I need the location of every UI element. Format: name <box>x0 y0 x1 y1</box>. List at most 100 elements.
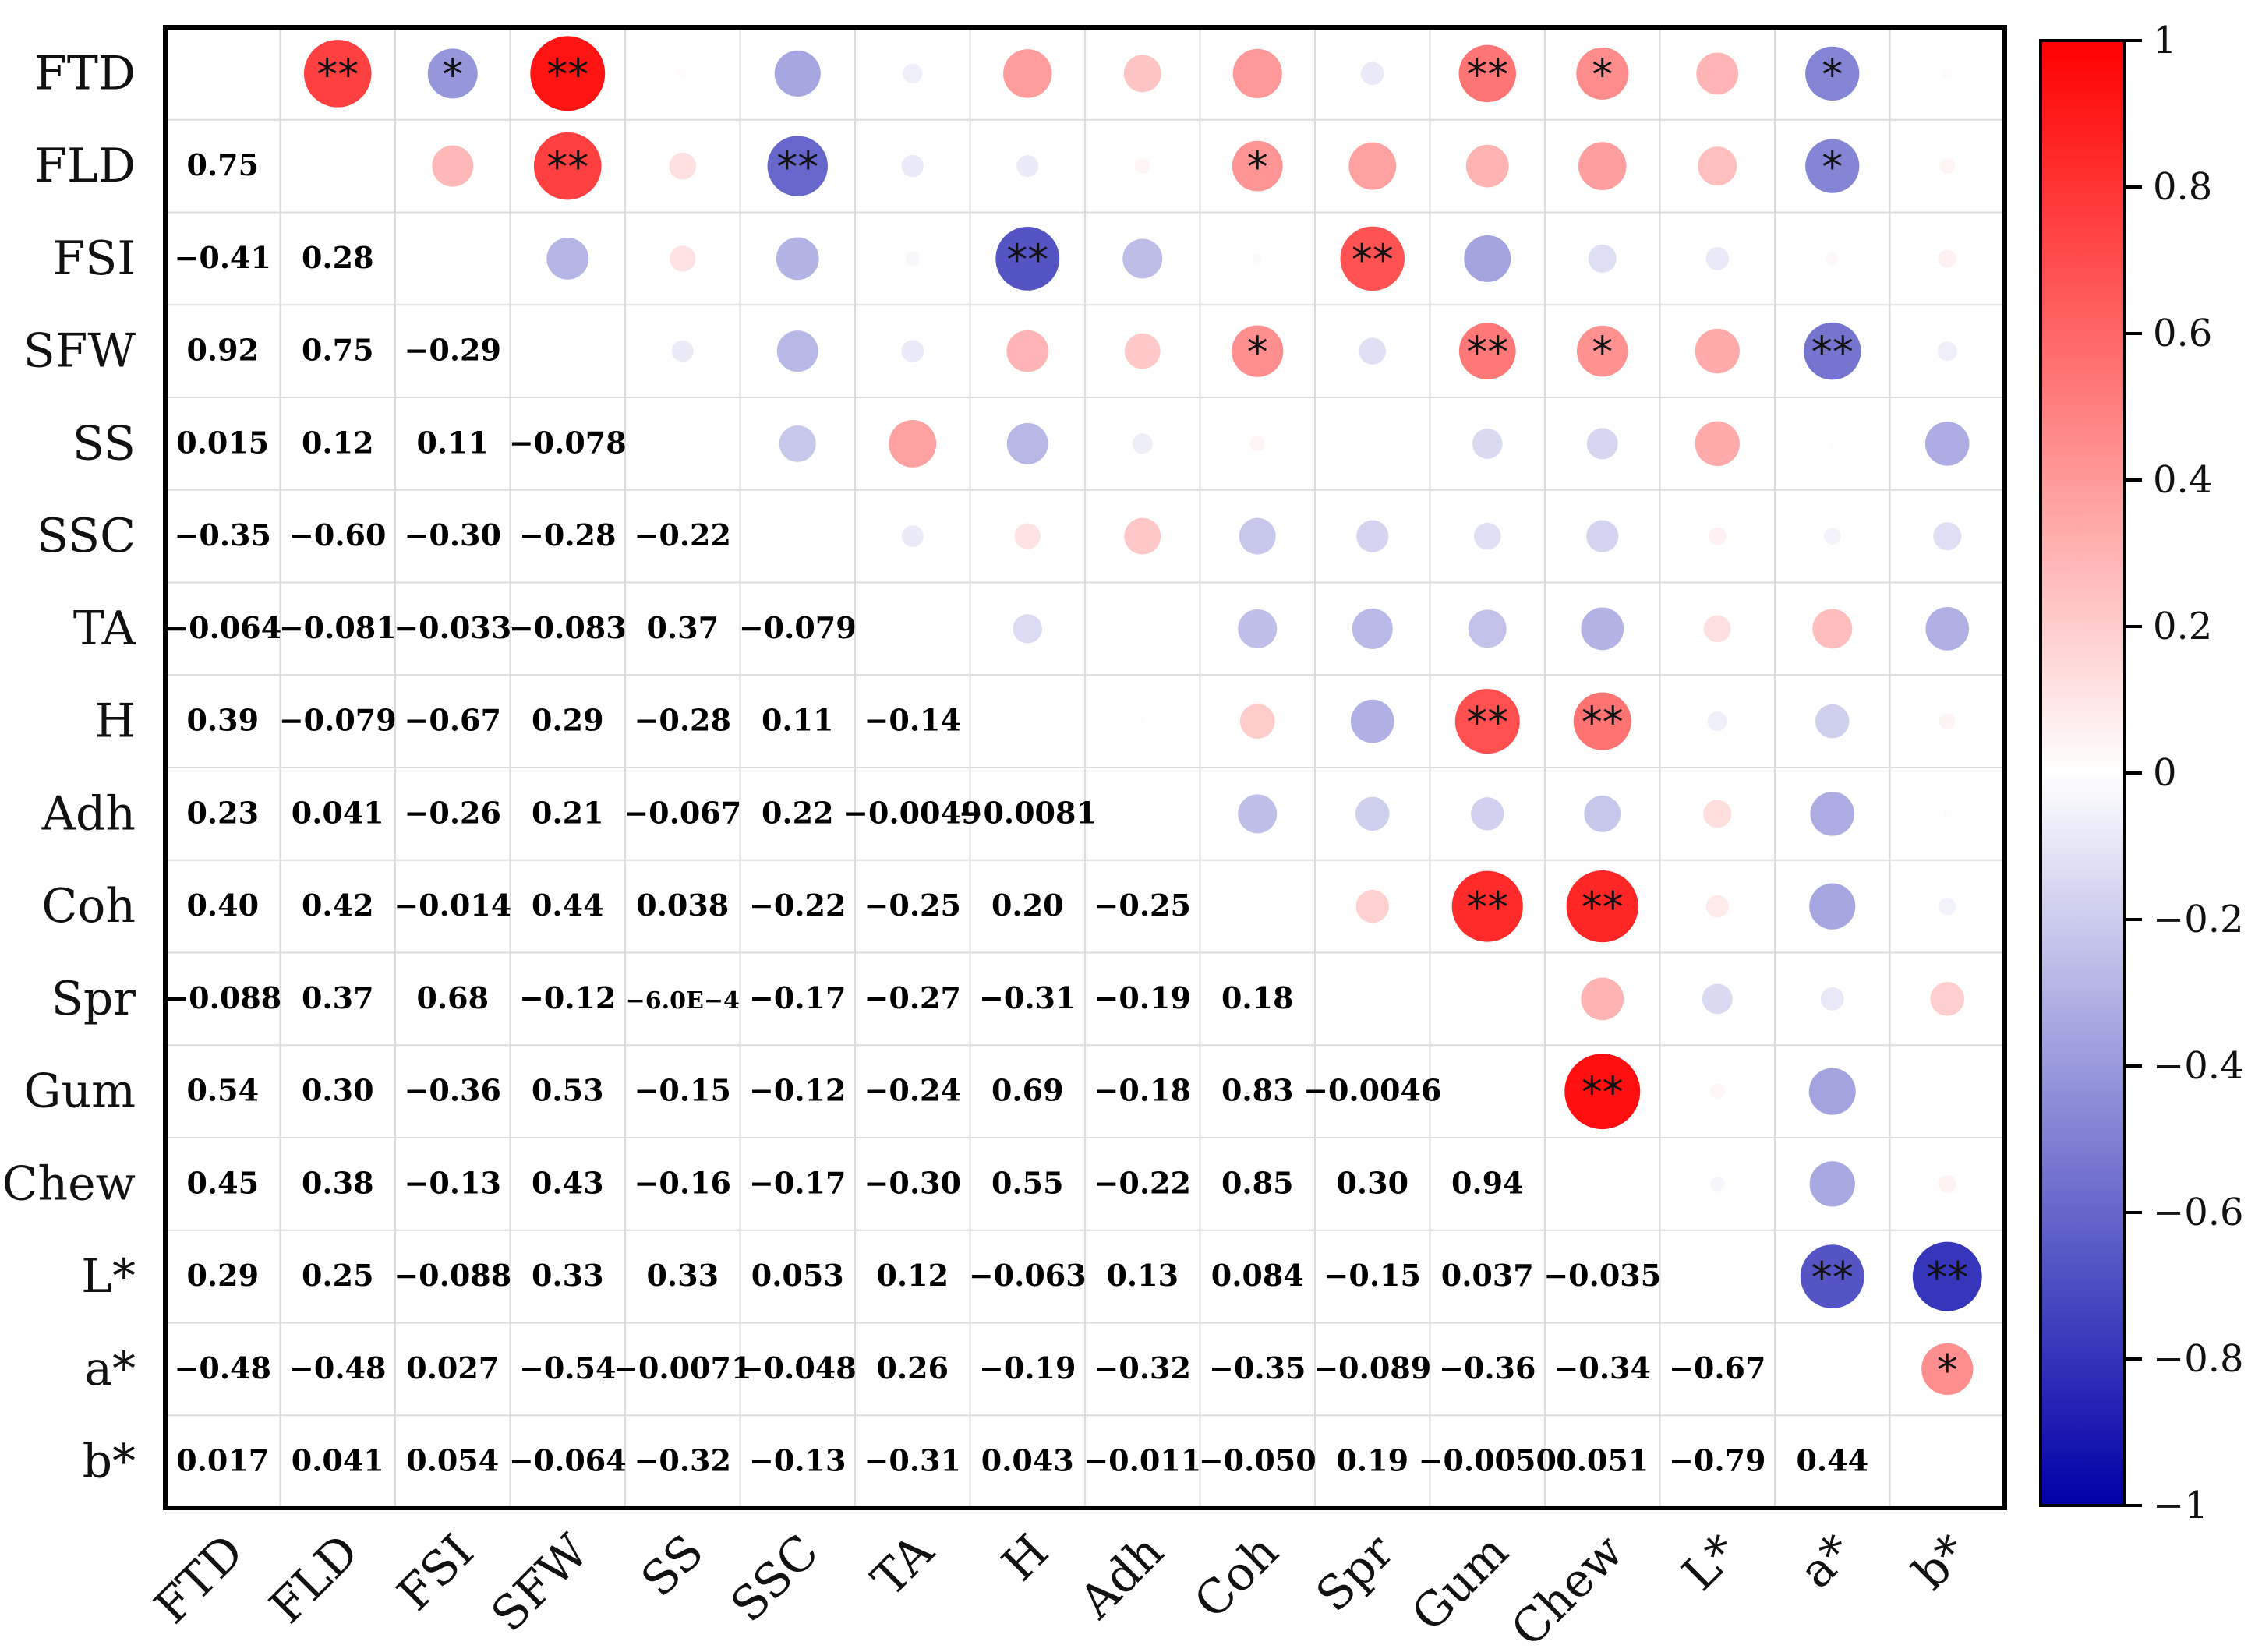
corr-circle-h-coh <box>1239 704 1275 739</box>
corr-value-gum-ftd: 0.54 <box>186 1073 259 1108</box>
corr-circle-fsi-ssc <box>776 237 819 281</box>
corr-value-h-ta: −0.14 <box>864 703 961 738</box>
corr-circle-spr-lstar <box>1702 983 1733 1015</box>
y-tick-label-spr: Spr <box>51 972 136 1026</box>
corr-value-spr-sfw: −0.12 <box>519 980 616 1015</box>
corr-circle-coh-astar <box>1809 883 1856 930</box>
significance-star-h-gum: ** <box>1466 698 1508 747</box>
corr-circle-fld-lstar <box>1698 146 1737 186</box>
corr-value-astar-fld: −0.48 <box>289 1350 386 1385</box>
corr-value-lstar-fld: 0.25 <box>302 1258 374 1293</box>
corr-value-astar-h: −0.19 <box>979 1350 1076 1385</box>
corr-circle-ss-chew <box>1586 428 1618 460</box>
corr-value-ssc-fsi: −0.30 <box>405 517 501 552</box>
corr-circle-adh-astar <box>1810 792 1855 836</box>
corr-circle-h-adh <box>1139 718 1147 725</box>
corr-value-bstar-lstar: −0.79 <box>1669 1443 1765 1478</box>
corr-circle-h-chew <box>1573 692 1631 750</box>
corr-value-bstar-ta: −0.31 <box>864 1443 961 1478</box>
corr-value-ta-ssc: −0.079 <box>739 610 857 645</box>
corr-value-lstar-ssc: 0.053 <box>751 1258 844 1293</box>
corr-circle-ftd-ss <box>677 69 687 79</box>
corr-circle-coh-gum <box>1451 870 1523 942</box>
corr-value-gum-fsi: −0.36 <box>405 1073 501 1108</box>
corr-value-ta-ftd: −0.064 <box>164 610 281 645</box>
corr-value-ssc-ftd: −0.35 <box>175 517 271 552</box>
corr-value-chew-h: 0.55 <box>991 1165 1064 1200</box>
significance-star-fld-ssc: ** <box>776 143 818 192</box>
corr-value-coh-adh: −0.25 <box>1094 888 1191 923</box>
corr-circle-h-lstar <box>1707 711 1727 732</box>
corr-circle-ss-spr <box>1371 443 1373 445</box>
corr-value-coh-fsi: −0.014 <box>394 888 511 923</box>
corr-value-lstar-adh: 0.13 <box>1106 1258 1179 1293</box>
corr-circle-fsi-chew <box>1588 244 1617 273</box>
corr-circle-coh-lstar <box>1705 895 1729 918</box>
corr-value-coh-ssc: −0.22 <box>749 888 846 923</box>
corr-circle-ftd-fld <box>303 40 372 108</box>
significance-star-fsi-h: ** <box>1006 235 1048 284</box>
corr-value-astar-sfw: −0.54 <box>519 1350 616 1385</box>
significance-star-ftd-gum: ** <box>1466 50 1508 99</box>
colorbar-gradient <box>2039 39 2126 1507</box>
corr-value-coh-ftd: 0.40 <box>186 888 259 923</box>
corr-circle-gum-lstar <box>1709 1084 1725 1100</box>
corr-circle-fsi-coh <box>1253 253 1263 263</box>
corr-circle-ftd-chew <box>1576 47 1629 100</box>
corr-value-adh-ss: −0.067 <box>624 795 741 830</box>
corr-value-chew-adh: −0.22 <box>1094 1165 1191 1200</box>
plot-frame <box>163 25 2007 1510</box>
corr-value-adh-ssc: 0.22 <box>762 795 834 830</box>
corr-circle-adh-coh <box>1238 794 1278 834</box>
corr-circle-fsi-astar <box>1826 252 1839 266</box>
significance-star-sfw-chew: * <box>1592 328 1613 377</box>
corr-circle-fsi-ss <box>670 245 696 272</box>
corr-circle-lstar-astar <box>1800 1244 1864 1309</box>
corr-circle-ta-bstar <box>1925 607 1970 651</box>
corr-circle-fsi-gum <box>1464 235 1511 282</box>
corr-circle-fsi-spr <box>1340 226 1405 291</box>
corr-value-bstar-ftd: 0.017 <box>176 1443 269 1478</box>
y-tick-label-ta: TA <box>73 602 136 656</box>
corr-value-adh-ta: −0.0049 <box>843 795 981 830</box>
corr-value-lstar-coh: 0.084 <box>1211 1258 1304 1293</box>
corr-value-gum-fld: 0.30 <box>302 1073 374 1108</box>
corr-circle-adh-bstar <box>1943 810 1952 818</box>
corr-value-bstar-adh: −0.011 <box>1083 1443 1201 1478</box>
corr-value-gum-ta: −0.24 <box>864 1073 961 1108</box>
corr-circle-h-astar <box>1815 704 1850 739</box>
corr-value-spr-fld: 0.37 <box>302 980 374 1015</box>
corr-circle-ftd-sfw <box>530 36 606 111</box>
corr-circle-coh-spr <box>1355 889 1389 923</box>
corr-value-chew-ta: −0.30 <box>864 1165 961 1200</box>
corr-circle-fld-bstar <box>1939 158 1956 175</box>
corr-circle-spr-gum <box>1484 996 1490 1002</box>
corr-circle-ta-h <box>1013 614 1042 644</box>
corr-value-spr-h: −0.31 <box>979 980 1076 1015</box>
corr-circle-ftd-fsi <box>427 48 478 99</box>
corr-value-adh-sfw: 0.21 <box>532 795 604 830</box>
corr-circle-spr-chew <box>1581 977 1624 1021</box>
corr-value-coh-sfw: 0.44 <box>532 888 604 923</box>
corr-value-spr-fsi: 0.68 <box>416 980 489 1015</box>
corr-value-h-sfw: 0.29 <box>532 703 604 738</box>
corr-value-fsi-ftd: −0.41 <box>175 240 271 275</box>
corr-circle-ftd-ta <box>903 63 923 84</box>
corr-value-gum-spr: −0.0046 <box>1303 1073 1441 1108</box>
colorbar-tick-label: −0.8 <box>2153 1337 2244 1381</box>
colorbar-tick-label: 1 <box>2153 19 2177 62</box>
significance-star-lstar-bstar: ** <box>1926 1253 1968 1302</box>
corr-circle-ssc-h <box>1014 523 1041 549</box>
corr-circle-coh-chew <box>1566 870 1638 943</box>
lower-triangle-values: 0.75−0.41 0.280.92 0.75 −0.290.015 0.12 0.11−… <box>164 147 1868 1478</box>
corr-circle-ta-gum <box>1468 609 1507 648</box>
significance-star-ftd-astar: * <box>1822 50 1843 99</box>
corr-circle-sfw-chew <box>1576 325 1628 377</box>
corr-circle-h-gum <box>1454 689 1520 754</box>
corr-circle-fsi-adh <box>1122 238 1163 279</box>
corr-circle-sfw-lstar <box>1695 328 1740 374</box>
corr-value-coh-h: 0.20 <box>991 888 1064 923</box>
corr-circle-ftd-lstar <box>1696 52 1739 95</box>
corr-value-chew-sfw: 0.43 <box>532 1165 604 1200</box>
